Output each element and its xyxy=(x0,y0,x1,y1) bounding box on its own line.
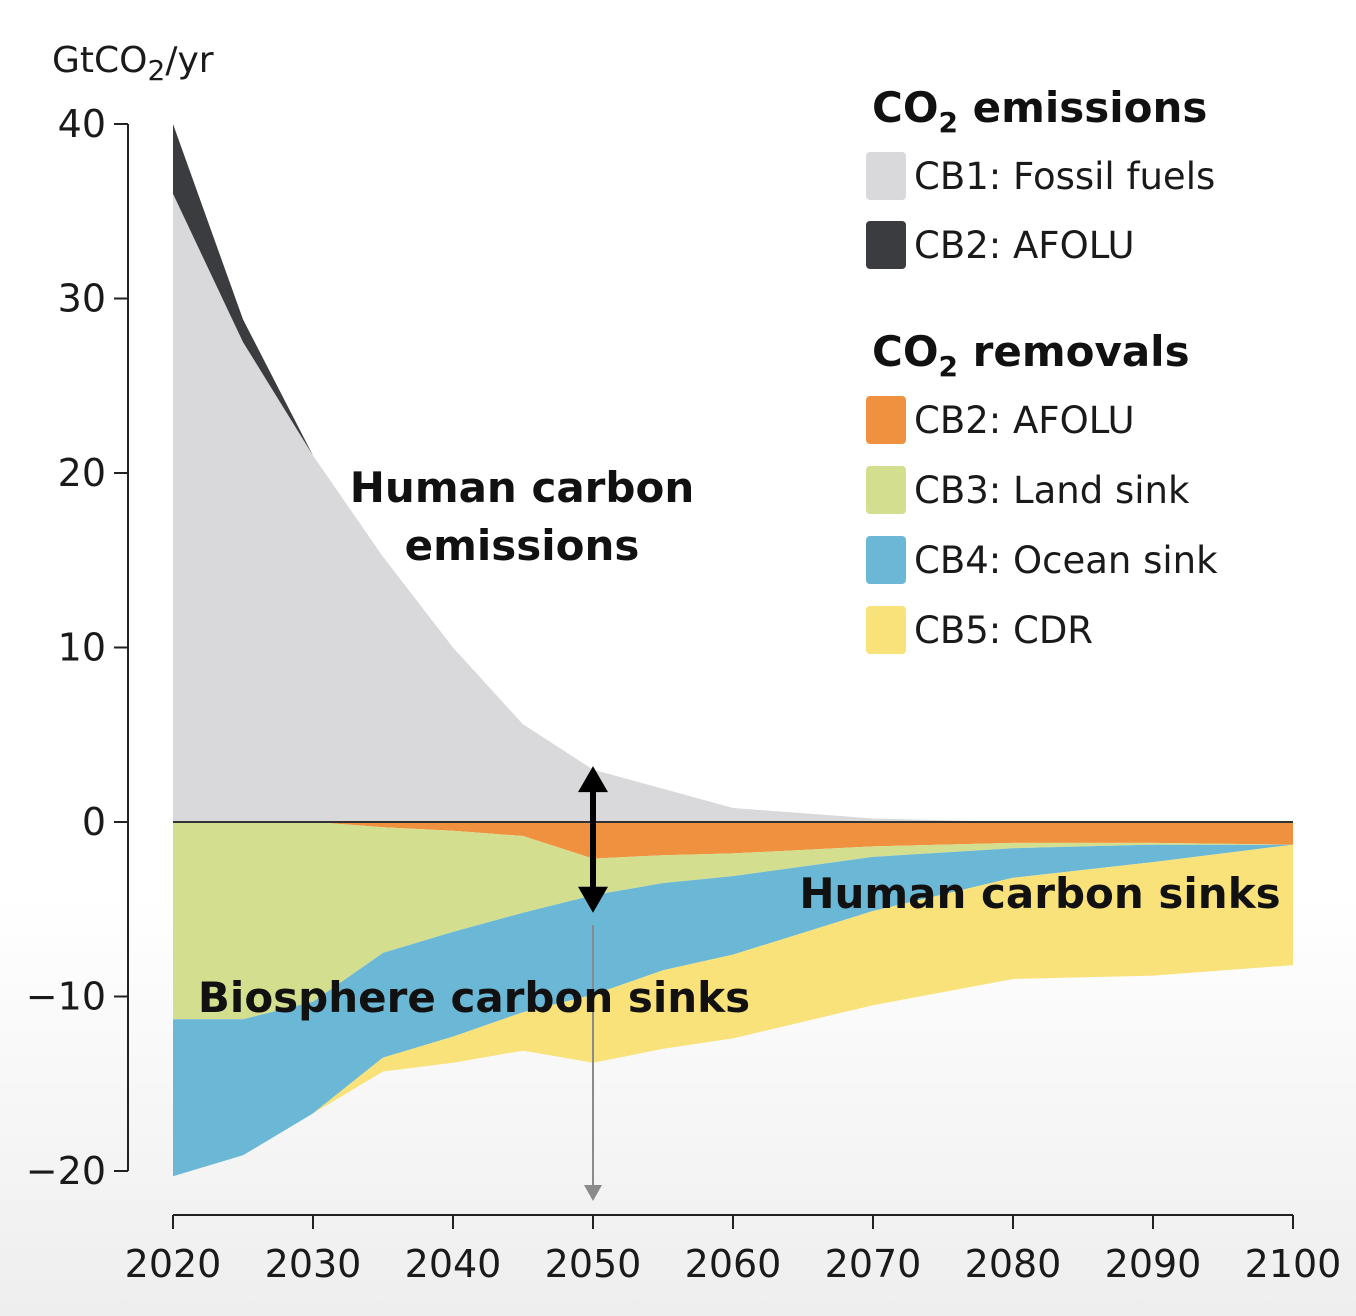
legend-emissions-title: CO2 emissions xyxy=(872,83,1207,139)
x-tick-label: 2100 xyxy=(1245,1242,1342,1286)
area-series-layer xyxy=(173,124,1293,1177)
axes: 40 30 20 10 0 −10 −20 2020 2030 2040 2050 2060 2070 2… xyxy=(26,102,1342,1286)
x-tick-label: 2040 xyxy=(405,1242,502,1286)
legend-swatch-land-sink xyxy=(866,466,906,514)
legend-label-ocean-sink: CB4: Ocean sink xyxy=(914,539,1218,582)
legend-swatch-afolu-removals xyxy=(866,396,906,444)
annotation-human-emissions-line1: Human carbon xyxy=(350,463,694,512)
y-tick-label: −10 xyxy=(26,975,106,1019)
x-tick-label: 2070 xyxy=(825,1242,922,1286)
y-tick-label: 40 xyxy=(58,102,106,146)
y-tick-label: −20 xyxy=(26,1149,106,1193)
y-unit-label: GtCO2/yr xyxy=(52,40,214,87)
legend-label-fossil-fuels: CB1: Fossil fuels xyxy=(914,155,1215,198)
legend-swatch-fossil-fuels xyxy=(866,152,906,200)
x-tick-label: 2020 xyxy=(125,1242,222,1286)
annotation-human-sinks: Human carbon sinks xyxy=(799,869,1280,918)
net-zero-guide-arrowhead xyxy=(584,1185,602,1201)
legend-removals: CO2 removals CB2: AFOLU CB3: Land sink C… xyxy=(866,327,1218,654)
area-removals-cb3-land-sink xyxy=(173,822,1293,1020)
legend-swatch-ocean-sink xyxy=(866,536,906,584)
legend-swatch-afolu-emissions xyxy=(866,221,906,269)
x-tick-label: 2090 xyxy=(1105,1242,1202,1286)
annotation-markers xyxy=(578,766,608,1201)
balance-arrow-down-head xyxy=(578,886,608,913)
x-tick-label: 2050 xyxy=(545,1242,642,1286)
x-tick-label: 2030 xyxy=(265,1242,362,1286)
legend-swatch-cdr xyxy=(866,606,906,654)
area-removals-cb4-ocean-sink xyxy=(173,844,1293,1177)
area-removals-cb5-cdr xyxy=(173,844,1293,1177)
legend-label-afolu-emissions: CB2: AFOLU xyxy=(914,224,1135,267)
legend-label-cdr: CB5: CDR xyxy=(914,609,1093,652)
area-removals-cb2-afolu xyxy=(173,822,1293,859)
y-tick-label: 30 xyxy=(58,277,106,321)
y-tick-label: 10 xyxy=(58,626,106,670)
y-tick-label: 0 xyxy=(82,800,106,844)
legend-label-afolu-removals: CB2: AFOLU xyxy=(914,399,1135,442)
y-tick-label: 20 xyxy=(58,451,106,495)
legend-emissions: CO2 emissions CB1: Fossil fuels CB2: AFO… xyxy=(866,83,1215,269)
annotation-human-emissions-line2: emissions xyxy=(405,521,640,570)
x-tick-label: 2060 xyxy=(685,1242,782,1286)
x-tick-label: 2080 xyxy=(965,1242,1062,1286)
annotation-biosphere-sinks: Biosphere carbon sinks xyxy=(198,973,750,1022)
legend-label-land-sink: CB3: Land sink xyxy=(914,469,1190,512)
legend-removals-title: CO2 removals xyxy=(872,327,1190,383)
area-emissions-cb1-fossil-fuels xyxy=(173,193,1293,823)
balance-arrow-up-head xyxy=(578,766,608,793)
